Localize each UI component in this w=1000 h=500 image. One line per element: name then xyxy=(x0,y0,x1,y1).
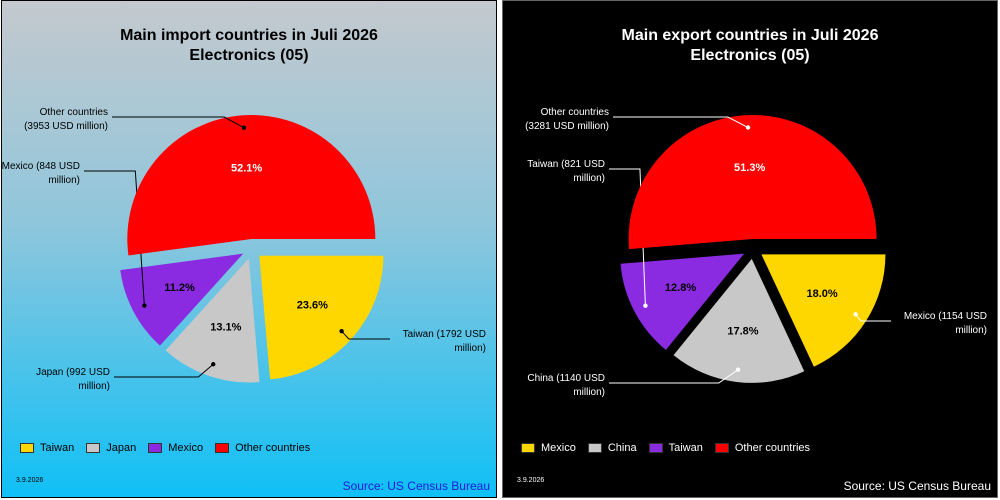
import-pie-chart: 23.6% Taiwan (1792 USD million) 13.1% Japan … xyxy=(2,107,486,392)
export-chart-panel: Main export countries in Juli 2026 Elect… xyxy=(502,0,998,498)
chart-date: 3.9.2026 xyxy=(16,477,44,484)
legend-swatch xyxy=(521,443,535,453)
legend-item-other: Other countries xyxy=(714,442,811,454)
pie-slice-japan xyxy=(165,258,260,383)
leader-line xyxy=(114,363,214,378)
legend-swatch xyxy=(20,443,34,453)
slice-percent-label: 52.1% xyxy=(231,162,262,174)
slice-value-label: million) xyxy=(454,343,486,354)
slice-value-label: Japan (992 USD xyxy=(36,367,110,378)
pie-slice-china xyxy=(673,258,805,383)
export-pie-chart: 18.0% Mexico (1154 USD million) 17.8% China … xyxy=(525,107,987,398)
slice-value-label: Mexico (1154 USD xyxy=(904,311,987,322)
legend-label: Mexico xyxy=(168,442,204,454)
leader-line xyxy=(112,116,245,129)
legend-item-japan: Japan xyxy=(86,442,136,454)
chart-legend: Mexico China Taiwan Other countries xyxy=(521,442,822,454)
leader-dot xyxy=(142,303,147,308)
legend-item-china: China xyxy=(587,442,637,454)
slice-percent-label: 11.2% xyxy=(164,282,195,294)
pie-slice-other-countries xyxy=(127,115,376,256)
legend-swatch xyxy=(648,443,663,453)
leader-line xyxy=(609,168,646,306)
slice-percent-label: 51.3% xyxy=(734,162,765,174)
slice-value-label: million) xyxy=(78,381,110,392)
leader-dot xyxy=(745,125,751,130)
slice-percent-label: 23.6% xyxy=(297,299,328,311)
legend-item-mexico: Mexico xyxy=(521,442,576,454)
legend-label: China xyxy=(607,442,637,454)
pie-slice-taiwan xyxy=(259,255,384,380)
leader-line xyxy=(609,369,739,384)
leader-dot xyxy=(211,362,216,367)
chart-legend: Taiwan Japan Mexico Other countries xyxy=(20,442,322,454)
slice-percent-label: 18.0% xyxy=(807,288,838,300)
slice-value-label: million) xyxy=(573,173,605,184)
slice-value-label: Other countries xyxy=(40,107,108,118)
legend-swatch xyxy=(215,443,230,453)
slice-value-label: China (1140 USD xyxy=(527,373,605,384)
leader-line xyxy=(84,170,145,306)
legend-label: Japan xyxy=(106,442,137,454)
chart-date: 3.9.2026 xyxy=(517,477,545,484)
chart-title: Main export countries in Juli 2026 xyxy=(621,27,879,44)
pie-slice-other-countries xyxy=(628,115,877,250)
slice-percent-label: 12.8% xyxy=(665,282,696,294)
slice-value-label: (3953 USD million) xyxy=(24,121,108,132)
legend-label: Taiwan xyxy=(668,442,703,454)
source-credit: Source: US Census Bureau xyxy=(342,479,490,493)
leader-dot xyxy=(853,312,858,317)
leader-line xyxy=(341,330,390,340)
legend-label: Other countries xyxy=(235,442,311,454)
slice-value-label: million) xyxy=(573,387,605,398)
legend-swatch xyxy=(587,443,602,453)
legend-item-taiwan: Taiwan xyxy=(648,442,703,454)
legend-swatch xyxy=(714,443,729,453)
chart-subtitle: Electronics (05) xyxy=(189,47,309,64)
chart-subtitle: Electronics (05) xyxy=(690,47,810,64)
slice-percent-label: 13.1% xyxy=(210,322,241,334)
leader-dot xyxy=(339,328,344,334)
source-credit: Source: US Census Bureau xyxy=(843,479,991,493)
pie-slice-mexico xyxy=(761,254,886,367)
slice-value-label: (3281 USD million) xyxy=(525,121,609,132)
slice-value-label: Other countries xyxy=(541,107,609,118)
slice-value-label: Taiwan (1792 USD xyxy=(403,329,486,340)
legend-label: Mexico xyxy=(541,442,576,454)
legend-item-mexico: Mexico xyxy=(148,442,203,454)
slice-value-label: Taiwan (821 USD xyxy=(527,159,605,170)
leader-dot xyxy=(643,303,648,308)
legend-label: Other countries xyxy=(734,442,811,454)
leader-dot xyxy=(735,367,741,372)
legend-swatch xyxy=(86,443,101,453)
legend-item-other: Other countries xyxy=(215,442,310,454)
legend-label: Taiwan xyxy=(40,442,75,454)
leader-line xyxy=(613,116,749,128)
slice-percent-label: 17.8% xyxy=(727,325,758,337)
slice-value-label: million) xyxy=(955,325,987,336)
pie-slice-taiwan xyxy=(620,253,745,350)
chart-title: Main import countries in Juli 2026 xyxy=(120,27,378,44)
legend-item-taiwan: Taiwan xyxy=(20,442,74,454)
import-chart-panel: Main import countries in Juli 2026 Elect… xyxy=(1,0,497,498)
leader-dot xyxy=(241,125,247,130)
slice-value-label: million) xyxy=(48,175,80,186)
leader-line xyxy=(855,313,891,322)
legend-swatch xyxy=(148,443,163,453)
pie-slice-mexico xyxy=(120,253,244,346)
slice-value-label: Mexico (848 USD xyxy=(2,161,80,172)
